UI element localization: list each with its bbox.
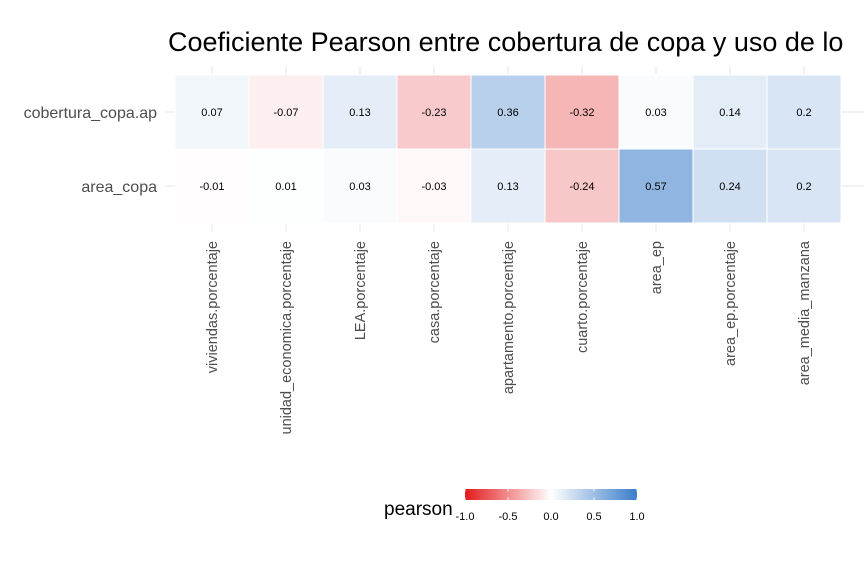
legend-title: pearson — [384, 499, 453, 520]
heatmap-cell — [766, 74, 842, 150]
cell-value-label: 0.13 — [349, 107, 370, 119]
cell-value-label: 0.2 — [796, 181, 811, 193]
heatmap-cell — [174, 148, 250, 224]
column-label: area_ep.porcentaje — [723, 241, 739, 366]
heatmap-cell — [618, 148, 694, 224]
heatmap-cell — [618, 74, 694, 150]
cell-value-label: 0.2 — [796, 107, 811, 119]
heatmap-cell — [470, 148, 546, 224]
column-label: cuarto.porcentaje — [575, 241, 591, 353]
cell-value-label: 0.57 — [645, 181, 666, 193]
heatmap-cell — [470, 74, 546, 150]
legend-tick-label: 0.5 — [586, 511, 601, 523]
heatmap-cell — [174, 74, 250, 150]
chart-title: Coeficiente Pearson entre cobertura de c… — [168, 27, 843, 57]
cell-value-label: 0.13 — [497, 181, 518, 193]
row-label: area_copa — [81, 179, 157, 196]
column-label: unidad_economica.porcentaje — [279, 241, 295, 434]
legend-tick-label: 0.0 — [543, 511, 558, 523]
cell-value-label: -0.32 — [569, 107, 594, 119]
cell-value-label: 0.14 — [719, 107, 740, 119]
cell-value-label: 0.24 — [719, 181, 740, 193]
cell-value-label: -0.01 — [199, 181, 224, 193]
cell-value-label: -0.23 — [421, 107, 446, 119]
legend-tick-label: -0.5 — [499, 511, 518, 523]
cell-value-label: 0.07 — [201, 107, 222, 119]
row-labels: cobertura_copa.ap area_copa — [24, 105, 158, 196]
heatmap-cell — [248, 148, 324, 224]
heatmap-cell — [766, 148, 842, 224]
cell-value-label: 0.36 — [497, 107, 518, 119]
heatmap-cell — [396, 74, 472, 150]
column-label: casa.porcentaje — [427, 241, 443, 343]
cell-value-label: 0.03 — [349, 181, 370, 193]
column-labels: viviendas.porcentaje unidad_economica.por… — [205, 240, 813, 434]
column-label: apartamento.porcentaje — [501, 241, 517, 394]
cell-value-label: -0.24 — [569, 181, 594, 193]
heatmap-cell — [692, 148, 768, 224]
heatmap-cell — [322, 74, 398, 150]
column-label: area_ep — [649, 241, 665, 294]
heatmap-cells: 0.07 -0.07 0.13 -0.23 0.36 -0.32 0.03 0.14 0.2 -0… — [174, 74, 842, 224]
cell-value-label: -0.03 — [421, 181, 446, 193]
legend-ticks: -1.0 -0.5 0.0 0.5 1.0 — [456, 489, 645, 523]
row-label: cobertura_copa.ap — [24, 105, 158, 122]
heatmap-cell — [248, 74, 324, 150]
column-label: area_media_manzana — [797, 240, 813, 385]
cell-value-label: 0.03 — [645, 107, 666, 119]
legend-tick-label: 1.0 — [629, 511, 644, 523]
cell-value-label: -0.07 — [273, 107, 298, 119]
heatmap-cell — [322, 148, 398, 224]
legend-tick-label: -1.0 — [456, 511, 475, 523]
color-legend: pearson -1.0 -0.5 0.0 0.5 1.0 — [384, 489, 645, 523]
legend-colorbar — [465, 489, 637, 500]
column-label: LEA.porcentaje — [353, 241, 369, 340]
cell-value-label: 0.01 — [275, 181, 296, 193]
heatmap-cell — [396, 148, 472, 224]
heatmap-cell — [544, 148, 620, 224]
heatmap-cell — [544, 74, 620, 150]
column-label: viviendas.porcentaje — [205, 241, 221, 373]
